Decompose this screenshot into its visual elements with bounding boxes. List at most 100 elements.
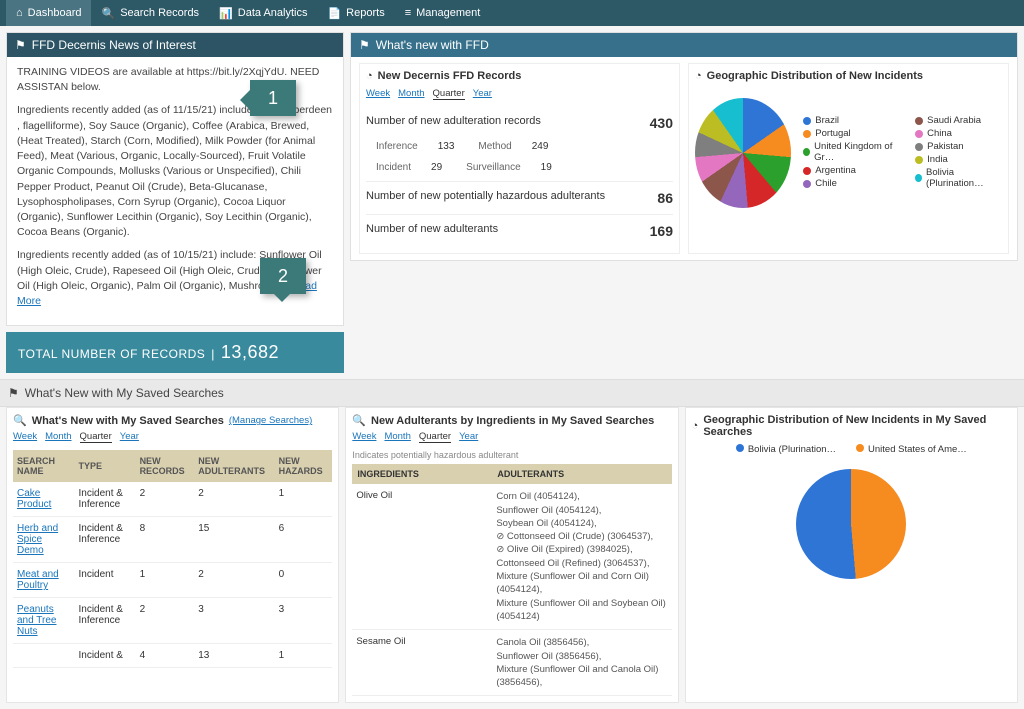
nav-label: Management (416, 7, 480, 19)
news-title: FFD Decernis News of Interest (32, 38, 196, 52)
stat-label: Number of new adulteration records (366, 115, 541, 131)
manage-searches-link[interactable]: (Manage Searches) (229, 415, 312, 426)
geo-pie-chart (695, 98, 791, 208)
geo-saved-pie-chart (796, 469, 906, 579)
callout-2: 2 (260, 258, 306, 294)
new-records-widget: ◔ New Decernis FFD Records Week Month Quart… (359, 63, 680, 254)
ingredient-name: Sesame Oil (356, 636, 496, 689)
stat-value: 430 (650, 115, 673, 131)
legend-item: Bolivia (Plurination… (915, 167, 1002, 189)
nav-icon: 🔍 (101, 7, 115, 20)
timerange-month[interactable]: Month (384, 431, 410, 442)
adulterant-row: Sesame OilCanola Oil (3856456),Sunflower… (352, 630, 671, 696)
total-records-bar: TOTAL NUMBER OF RECORDS | 13,682 (6, 332, 344, 373)
searches-table: SEARCH NAMETYPENEW RECORDSNEW ADULTERANT… (13, 450, 332, 668)
timerange-selector: Week Month Quarter Year (366, 88, 673, 99)
adulterant-list: Corn Oil (4054124),Sunflower Oil (405412… (496, 490, 667, 623)
col-header: NEW HAZARDS (275, 450, 333, 482)
saved-section-title: What's New with My Saved Searches (25, 386, 224, 400)
stat-value: 169 (650, 223, 673, 239)
search-name-link[interactable]: Herb and Spice Demo (13, 517, 75, 563)
whatsnew-title: What's new with FFD (376, 38, 489, 52)
legend-item: Portugal (803, 128, 901, 139)
legend-item: Chile (803, 178, 901, 189)
saved-section-header: ⚑ What's New with My Saved Searches (0, 379, 1024, 407)
flag-icon: ⚑ (359, 38, 370, 52)
timerange-month[interactable]: Month (45, 431, 71, 442)
nav-dashboard[interactable]: ⌂ Dashboard (6, 0, 91, 26)
table-row: Incident &4131 (13, 644, 332, 668)
timerange-week[interactable]: Week (13, 431, 37, 442)
legend-item: India (915, 154, 1002, 165)
adulterants-widget: 🔍 New Adulterants by Ingredients in My S… (345, 407, 678, 703)
news-para-2: Ingredients recently added (as of 11/15/… (17, 103, 333, 240)
ingredient-name: Olive Oil (356, 490, 496, 623)
flag-icon: ⚑ (8, 386, 19, 400)
col-adulterants: ADULTERANTS (497, 469, 564, 479)
globe-icon: ◔ (695, 70, 702, 82)
geo-saved-title: Geographic Distribution of New Incidents… (703, 414, 1011, 438)
stat-value: 86 (657, 190, 673, 206)
search-name-link[interactable]: Cake Product (13, 482, 75, 517)
my-searches-widget: 🔍 What's New with My Saved Searches (Man… (6, 407, 339, 703)
records-title: New Decernis FFD Records (378, 70, 522, 82)
callout-1: 1 (250, 80, 296, 116)
legend-item: Brazil (803, 115, 901, 126)
total-label: TOTAL NUMBER OF RECORDS (18, 347, 205, 361)
nav-icon: 📄 (327, 7, 341, 20)
nav-data-analytics[interactable]: 📊 Data Analytics (209, 0, 317, 26)
stat-label: Number of new adulterants (366, 223, 498, 239)
table-row: Peanuts and Tree NutsIncident & Inferenc… (13, 598, 332, 644)
adulterants-title: New Adulterants by Ingredients in My Sav… (371, 415, 654, 427)
nav-management[interactable]: ≡ Management (395, 0, 491, 26)
timerange-selector: Week Month Quarter Year (352, 431, 671, 442)
search-icon: 🔍 (352, 414, 366, 427)
globe-icon: ◔ (692, 420, 699, 432)
whatsnew-header: ⚑ What's new with FFD (351, 33, 1017, 57)
my-searches-title: What's New with My Saved Searches (32, 415, 224, 427)
hazard-note: Indicates potentially hazardous adultera… (352, 450, 671, 460)
timerange-quarter[interactable]: Quarter (80, 431, 112, 443)
geo-title: Geographic Distribution of New Incidents (707, 70, 923, 82)
nav-label: Data Analytics (238, 7, 308, 19)
search-icon: 🔍 (13, 414, 27, 427)
nav-reports[interactable]: 📄Reports (317, 0, 394, 26)
top-nav: ⌂ Dashboard 🔍Search Records 📊 Data Analytics… (0, 0, 1024, 26)
nav-icon: ≡ (405, 7, 411, 19)
adulterant-row: Olive OilCorn Oil (4054124),Sunflower Oi… (352, 484, 671, 630)
whatsnew-panel: ⚑ What's new with FFD ◔ New Decernis FFD … (350, 32, 1018, 261)
table-row: Cake ProductIncident & Inference221 (13, 482, 332, 517)
timerange-month[interactable]: Month (398, 88, 424, 99)
globe-icon: ◔ (366, 70, 373, 82)
timerange-year[interactable]: Year (120, 431, 139, 442)
table-row: Herb and Spice DemoIncident & Inference8… (13, 517, 332, 563)
legend-item: Saudi Arabia (915, 115, 1002, 126)
geo-legend: BrazilPortugalUnited Kingdom of Gr…Argen… (803, 115, 1002, 191)
timerange-year[interactable]: Year (473, 88, 492, 99)
col-header: NEW ADULTERANTS (194, 450, 274, 482)
nav-icon: ⌂ (16, 7, 23, 19)
search-name-link[interactable]: Meat and Poultry (13, 563, 75, 598)
timerange-week[interactable]: Week (366, 88, 390, 99)
timerange-week[interactable]: Week (352, 431, 376, 442)
nav-icon: 📊 (219, 7, 233, 20)
table-row: Meat and PoultryIncident120 (13, 563, 332, 598)
col-header: TYPE (75, 450, 136, 482)
col-ingredients: INGREDIENTS (357, 469, 497, 479)
legend-item: China (915, 128, 1002, 139)
geo-widget: ◔ Geographic Distribution of New Incident… (688, 63, 1009, 254)
legend-item: Pakistan (915, 141, 1002, 152)
legend-item: Bolivia (Plurination… (736, 444, 836, 455)
timerange-year[interactable]: Year (459, 431, 478, 442)
news-panel-header: ⚑ FFD Decernis News of Interest (7, 33, 343, 57)
nav-search-records[interactable]: 🔍Search Records (91, 0, 209, 26)
timerange-quarter[interactable]: Quarter (419, 431, 451, 443)
timerange-quarter[interactable]: Quarter (433, 88, 465, 100)
flag-icon: ⚑ (15, 38, 26, 52)
geo-saved-legend: Bolivia (Plurination…United States of Am… (692, 444, 1011, 455)
nav-label: Dashboard (28, 7, 82, 19)
search-name-link[interactable]: Peanuts and Tree Nuts (13, 598, 75, 644)
timerange-selector: Week Month Quarter Year (13, 431, 332, 442)
col-header: NEW RECORDS (136, 450, 195, 482)
search-name-link[interactable] (13, 644, 75, 668)
